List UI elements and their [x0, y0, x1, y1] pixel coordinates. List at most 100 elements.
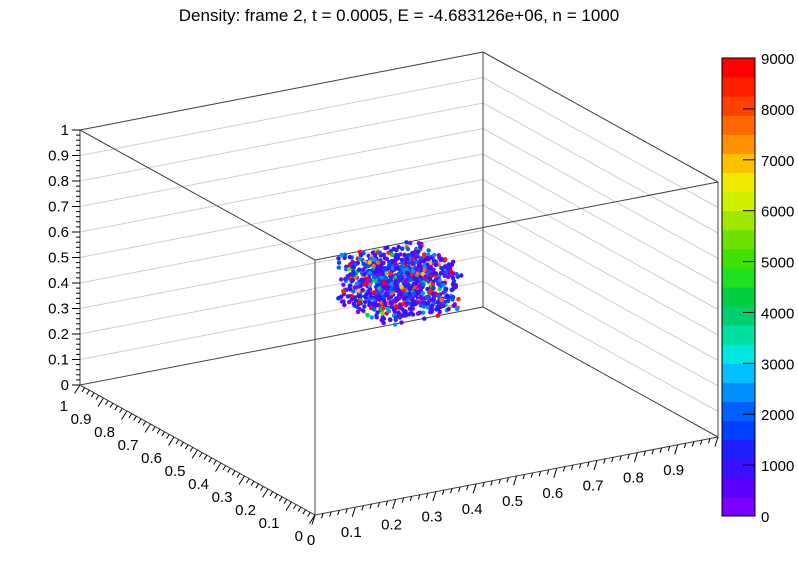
particle	[410, 261, 415, 267]
particle	[371, 290, 377, 295]
particle	[451, 286, 456, 291]
x-minor-tick	[458, 486, 461, 492]
colorbar-band	[722, 96, 755, 116]
colorbar-band	[722, 401, 755, 422]
particle	[350, 264, 355, 269]
particle	[416, 241, 422, 246]
y-minor-tick	[227, 467, 231, 473]
x-minor-tick	[482, 482, 485, 488]
particle	[411, 291, 416, 296]
particle	[384, 292, 389, 297]
particle	[413, 253, 418, 258]
particle	[400, 313, 406, 318]
colorbar-band	[722, 248, 755, 269]
colorbar-band	[722, 58, 755, 78]
y-minor-tick	[114, 405, 119, 411]
y-minor-tick	[184, 444, 189, 450]
particle	[351, 289, 356, 294]
particle	[403, 311, 409, 317]
particle	[420, 296, 425, 302]
particle	[417, 284, 423, 290]
x-minor-tick	[441, 489, 445, 495]
colorbar-label: 8000	[761, 102, 794, 119]
particle	[439, 265, 444, 271]
y-tick-label: 0.9	[71, 411, 92, 428]
x-minor-tick	[450, 488, 453, 494]
particle	[362, 304, 367, 309]
y-tick-label: 0.7	[118, 437, 139, 454]
x-minor-tick	[361, 505, 364, 511]
colorbar-label: 2000	[761, 407, 794, 424]
particle	[393, 315, 399, 320]
z-tick-label: 0.3	[48, 301, 69, 318]
particle	[336, 295, 341, 301]
particle	[395, 255, 401, 260]
particle	[359, 277, 364, 283]
particle	[372, 307, 377, 312]
particle	[355, 304, 360, 310]
y-tick	[191, 449, 198, 459]
particle	[386, 296, 392, 301]
y-minor-tick	[180, 441, 184, 447]
particle	[425, 295, 430, 301]
particle	[407, 291, 412, 296]
x-tick-label: 0.7	[583, 477, 604, 494]
particle	[443, 270, 448, 275]
particle	[396, 271, 402, 276]
particle	[363, 282, 368, 287]
x-minor-tick	[329, 511, 332, 517]
particle	[407, 240, 413, 246]
particle	[357, 256, 363, 261]
particle	[377, 271, 382, 276]
particle	[339, 252, 344, 258]
y-minor-tick	[109, 402, 114, 408]
particle	[420, 291, 425, 296]
x-tick	[472, 483, 477, 494]
particle	[418, 244, 423, 249]
particle	[399, 274, 404, 279]
particle	[403, 296, 408, 301]
particle	[336, 260, 342, 265]
particle	[338, 277, 344, 282]
particle	[451, 303, 456, 308]
particle	[381, 306, 386, 311]
particle	[374, 267, 380, 272]
x-minor-tick	[579, 463, 582, 469]
y-minor-tick	[269, 491, 274, 497]
particle	[373, 295, 378, 300]
particle	[431, 291, 436, 297]
y-tick	[262, 488, 269, 498]
x-minor-tick	[643, 450, 646, 456]
particle	[390, 252, 395, 258]
particle	[336, 265, 341, 270]
colorbar-label: 9000	[761, 51, 794, 68]
particle	[367, 287, 373, 292]
colorbar-band	[722, 153, 755, 173]
y-minor-tick	[260, 486, 264, 491]
y-minor-tick	[161, 431, 166, 437]
x-minor-tick	[522, 474, 526, 480]
particle	[442, 273, 447, 279]
particle	[429, 303, 435, 309]
x-minor-tick	[699, 439, 703, 446]
y-tick-label: 0.5	[165, 463, 186, 480]
particle	[367, 260, 372, 265]
particle	[443, 286, 449, 292]
particle	[388, 271, 393, 276]
particle	[414, 267, 419, 272]
x-minor-tick	[490, 480, 493, 486]
particle	[439, 256, 444, 261]
particle	[380, 311, 385, 316]
particle	[404, 240, 409, 245]
particle	[367, 270, 373, 275]
colorbar-label: 5000	[761, 255, 794, 272]
x-minor-tick	[425, 493, 429, 499]
y-minor-tick	[255, 483, 260, 489]
particle	[381, 284, 386, 289]
particle	[433, 262, 439, 268]
y-minor-tick	[152, 426, 156, 432]
particle	[393, 274, 398, 280]
x-tick-label: 0.8	[623, 470, 644, 487]
x-minor-tick	[667, 446, 671, 452]
particle	[400, 260, 405, 266]
